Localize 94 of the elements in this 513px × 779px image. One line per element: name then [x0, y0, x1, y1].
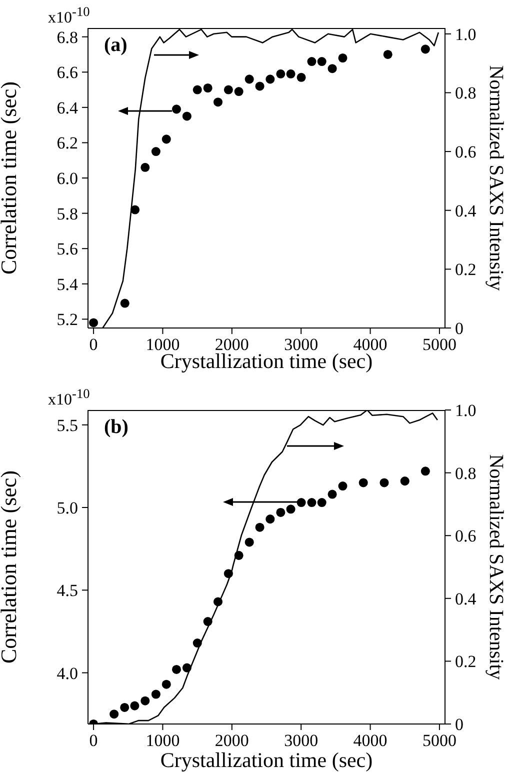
x-tick-label: 5000 [422, 731, 456, 750]
point [120, 702, 130, 712]
point [192, 85, 202, 94]
point [140, 696, 150, 706]
y-tick-label: 4.0 [56, 664, 78, 683]
point [296, 72, 306, 82]
chart-title: (a) [104, 34, 128, 57]
x-tick-label: 4000 [353, 731, 388, 750]
y2-tick-label: 0.2 [455, 260, 476, 280]
point [420, 44, 430, 54]
point [234, 550, 244, 560]
y2-tick-label: 0.8 [455, 464, 476, 483]
point [172, 664, 182, 674]
point [172, 104, 182, 114]
y-tick-label: 6.0 [56, 169, 78, 188]
point [286, 69, 296, 78]
y2-tick-label: 0 [455, 715, 464, 734]
point [182, 663, 192, 672]
point [307, 498, 316, 508]
point [120, 298, 130, 308]
point [358, 478, 368, 488]
x-tick-label: 0 [89, 335, 98, 354]
x-tick-label: 1000 [146, 731, 180, 750]
point [380, 478, 389, 488]
point [224, 569, 233, 578]
y-tick-label: 5.8 [56, 204, 78, 224]
point [266, 514, 275, 524]
y-tick-label: 5.4 [56, 274, 78, 294]
point [151, 690, 160, 699]
point [317, 498, 326, 508]
y2-tick-label: 0 [455, 319, 464, 338]
point [286, 504, 296, 514]
point [213, 98, 223, 107]
point [130, 205, 140, 214]
y-tick-label: 6.8 [56, 28, 78, 47]
y-tick-label: 5.6 [56, 240, 78, 259]
point [296, 498, 306, 508]
x-axis-title: Crystallization time (sec) [160, 748, 373, 772]
y-tick-label: 6.6 [56, 63, 78, 82]
point [338, 53, 348, 63]
point [276, 508, 286, 517]
x-tick-label: 0 [89, 731, 98, 750]
point [338, 482, 348, 491]
point [89, 318, 98, 328]
point [328, 64, 337, 74]
x-tick-label: 5000 [422, 335, 456, 354]
point [328, 490, 337, 499]
y-tick-label: 5.0 [56, 498, 78, 518]
y-axis-title: Correlation time (sec) [0, 470, 21, 664]
y2-tick-label: 0.4 [455, 201, 477, 220]
point [420, 466, 430, 476]
x-tick-label: 2000 [214, 731, 249, 750]
point [182, 112, 192, 121]
point [383, 50, 392, 59]
point [234, 87, 244, 96]
point [203, 83, 212, 93]
y2-axis-title: Normalized SAXS Intensity [484, 454, 507, 680]
point [244, 538, 254, 547]
y2-tick-label: 0.4 [455, 589, 477, 608]
point [130, 701, 140, 710]
point [276, 69, 286, 78]
point [400, 476, 410, 486]
point [307, 57, 316, 66]
y2-tick-label: 0.8 [455, 84, 476, 103]
point [255, 522, 264, 532]
y-tick-label: 4.5 [56, 581, 78, 600]
y2-tick-label: 0.6 [455, 526, 476, 546]
y2-tick-label: 1.0 [455, 401, 476, 420]
point [162, 134, 171, 144]
y2-tick-label: 0.2 [455, 652, 476, 672]
text: x10$^{-10}$ [48, 4, 90, 28]
y-tick-label: 5.2 [56, 310, 78, 330]
point [151, 147, 160, 156]
point [266, 74, 275, 84]
point [162, 680, 171, 689]
y-tick-label: 6.2 [56, 134, 78, 153]
point [255, 82, 264, 91]
chart-title: (b) [104, 416, 128, 439]
point [317, 57, 326, 66]
point [244, 74, 254, 84]
y2-tick-label: 1.0 [455, 24, 476, 44]
y2-tick-label: 0.6 [455, 142, 476, 162]
point [192, 638, 202, 648]
point [213, 597, 223, 606]
point [110, 710, 119, 719]
y-axis-title: Correlation time (sec) [0, 81, 21, 275]
point [140, 162, 150, 172]
y2-axis-title: Normalized SAXS Intensity [484, 65, 507, 291]
point [224, 85, 233, 94]
y-tick-label: 5.5 [56, 416, 78, 435]
text: x10$^{-10}$ [48, 386, 90, 410]
point [203, 617, 212, 626]
y-tick-label: 6.4 [56, 98, 78, 118]
x-tick-label: 3000 [284, 731, 318, 750]
